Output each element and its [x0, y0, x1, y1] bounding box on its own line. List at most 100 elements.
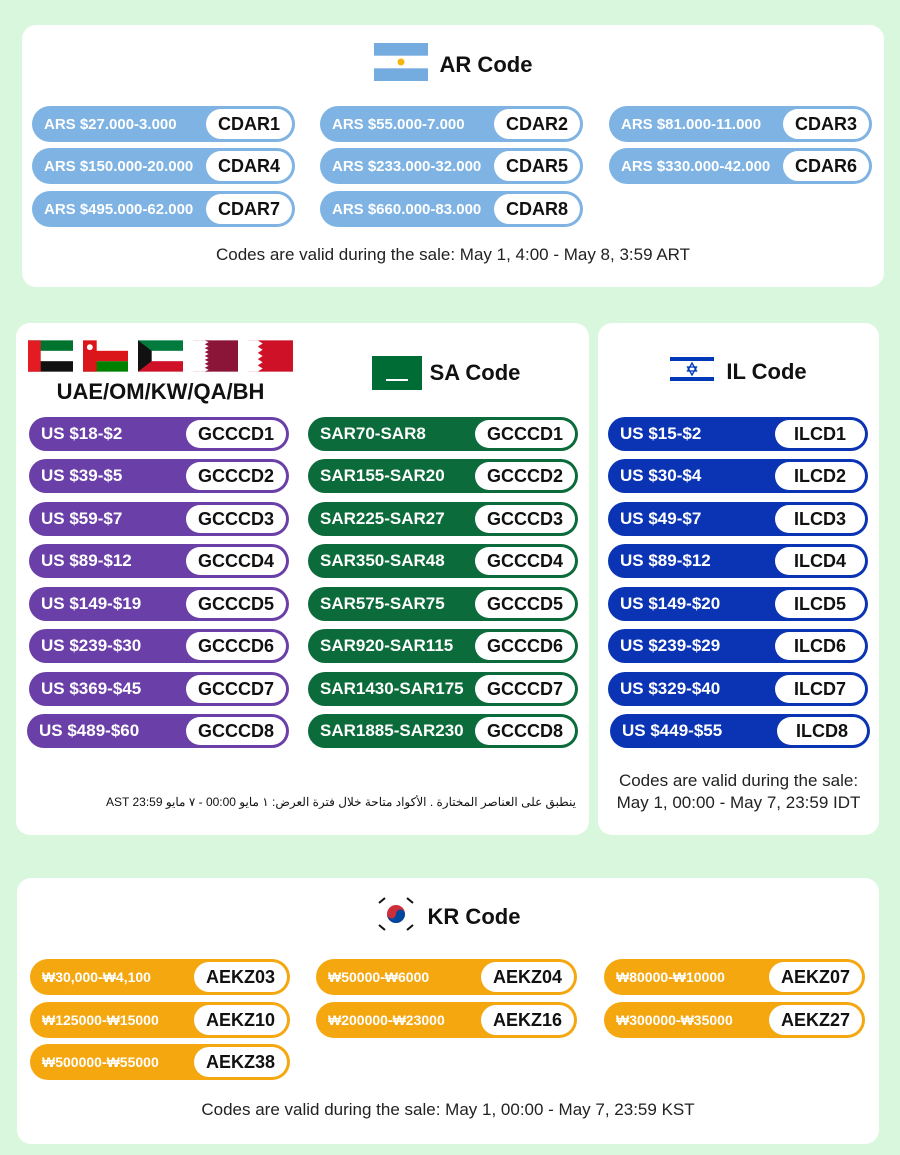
kr-code[interactable]: AEKZ03 [193, 962, 287, 992]
ar-code[interactable]: CDAR5 [493, 151, 580, 181]
gcc-range: US $369-$45 [41, 679, 142, 698]
sa-code-pill[interactable]: SAR575-SAR75 GCCCD5 [308, 587, 578, 621]
gcc-code-pill[interactable]: US $18-$2 GCCCD1 [29, 417, 289, 451]
il-code-pill[interactable]: US $239-$29 ILCD6 [608, 629, 868, 663]
ar-code[interactable]: CDAR4 [205, 151, 292, 181]
argentina-flag-icon [373, 43, 428, 87]
sa-code-pill[interactable]: SAR350-SAR48 GCCCD4 [308, 544, 578, 578]
sa-code-pill[interactable]: SAR920-SAR115 GCCCD6 [308, 629, 578, 663]
sa-code-pill[interactable]: SAR1885-SAR230 GCCCD8 [308, 714, 578, 748]
kr-code-pill[interactable]: ₩80000-₩10000 AEKZ07 [604, 959, 865, 995]
gcc-code[interactable]: GCCCD2 [185, 462, 286, 490]
kr-code-pill[interactable]: ₩500000-₩55000 AEKZ38 [30, 1044, 290, 1080]
sa-code[interactable]: GCCCD7 [474, 675, 575, 703]
il-code[interactable]: ILCD2 [775, 462, 865, 490]
sa-code[interactable]: GCCCD5 [474, 590, 575, 618]
korea-flag-icon [376, 895, 416, 939]
gcc-code-pill[interactable]: US $369-$45 GCCCD7 [29, 672, 289, 706]
ar-range: ARS $660.000-83.000 [332, 200, 482, 218]
gcc-code-pill[interactable]: US $89-$12 GCCCD4 [29, 544, 289, 578]
ar-code-pill[interactable]: ARS $81.000-11.000 CDAR3 [609, 106, 872, 142]
sa-code-pill[interactable]: SAR225-SAR27 GCCCD3 [308, 502, 578, 536]
il-code[interactable]: ILCD6 [775, 632, 865, 660]
il-code-pill[interactable]: US $89-$12 ILCD4 [608, 544, 868, 578]
sa-range: SAR350-SAR48 [320, 551, 445, 570]
kr-range: ₩80000-₩10000 [616, 969, 725, 985]
sa-code[interactable]: GCCCD6 [474, 632, 575, 660]
kr-code-pill[interactable]: ₩300000-₩35000 AEKZ27 [604, 1002, 865, 1038]
kr-code[interactable]: AEKZ16 [480, 1005, 574, 1035]
kr-code[interactable]: AEKZ27 [768, 1005, 862, 1035]
ar-code-pill[interactable]: ARS $55.000-7.000 CDAR2 [320, 106, 583, 142]
ar-code[interactable]: CDAR1 [205, 109, 292, 139]
ar-code-pill[interactable]: ARS $660.000-83.000 CDAR8 [320, 191, 583, 227]
ar-code-pill[interactable]: ARS $330.000-42.000 CDAR6 [609, 148, 872, 184]
qatar-flag-icon [193, 340, 238, 372]
il-range: US $149-$20 [620, 594, 721, 613]
sa-code[interactable]: GCCCD1 [474, 420, 575, 448]
ar-code[interactable]: CDAR8 [493, 194, 580, 224]
il-code-pill[interactable]: US $49-$7 ILCD3 [608, 502, 868, 536]
ar-code[interactable]: CDAR7 [205, 194, 292, 224]
il-code-pill[interactable]: US $30-$4 ILCD2 [608, 459, 868, 493]
kr-code[interactable]: AEKZ38 [193, 1047, 287, 1077]
il-range: US $89-$12 [620, 551, 711, 570]
gcc-code[interactable]: GCCCD4 [185, 547, 286, 575]
ar-code[interactable]: CDAR6 [782, 151, 869, 181]
gcc-code-pill[interactable]: US $489-$60 GCCCD8 [27, 714, 289, 748]
bahrain-flag-icon [248, 340, 293, 372]
gcc-range: US $89-$12 [41, 551, 132, 570]
il-code-pill[interactable]: US $329-$40 ILCD7 [608, 672, 868, 706]
il-code[interactable]: ILCD5 [775, 590, 865, 618]
gcc-code-pill[interactable]: US $39-$5 GCCCD2 [29, 459, 289, 493]
sa-code-pill[interactable]: SAR155-SAR20 GCCCD2 [308, 459, 578, 493]
gcc-code[interactable]: GCCCD6 [185, 632, 286, 660]
kr-code[interactable]: AEKZ04 [480, 962, 574, 992]
il-title: IL Code [598, 353, 879, 388]
kr-code[interactable]: AEKZ10 [193, 1005, 287, 1035]
il-range: US $449-$55 [622, 721, 723, 740]
il-code-card: IL Code US $15-$2 ILCD1 US $30-$4 ILCD2 … [598, 323, 879, 835]
kr-code-pill[interactable]: ₩125000-₩15000 AEKZ10 [30, 1002, 290, 1038]
sa-code-pill[interactable]: SAR1430-SAR175 GCCCD7 [308, 672, 578, 706]
gcc-code-pill[interactable]: US $239-$30 GCCCD6 [29, 629, 289, 663]
sa-code[interactable]: GCCCD4 [474, 547, 575, 575]
kr-code-pill[interactable]: ₩30,000-₩4,100 AEKZ03 [30, 959, 290, 995]
gcc-code[interactable]: GCCCD7 [185, 675, 286, 703]
ar-code-pill[interactable]: ARS $233.000-32.000 CDAR5 [320, 148, 583, 184]
il-code-pill[interactable]: US $449-$55 ILCD8 [610, 714, 870, 748]
gcc-range: US $239-$30 [41, 636, 142, 655]
gcc-code[interactable]: GCCCD3 [185, 505, 286, 533]
sa-title-text: SA Code [429, 360, 521, 385]
kr-range: ₩50000-₩6000 [328, 969, 430, 985]
gcc-code-pill[interactable]: US $149-$19 GCCCD5 [29, 587, 289, 621]
kr-range: ₩300000-₩35000 [616, 1012, 733, 1028]
il-range: US $49-$7 [620, 509, 702, 528]
ar-code-pill[interactable]: ARS $27.000-3.000 CDAR1 [32, 106, 295, 142]
kr-code-pill[interactable]: ₩50000-₩6000 AEKZ04 [316, 959, 577, 995]
il-code-pill[interactable]: US $149-$20 ILCD5 [608, 587, 868, 621]
sa-code[interactable]: GCCCD2 [474, 462, 575, 490]
ar-code[interactable]: CDAR3 [782, 109, 869, 139]
gcc-code[interactable]: GCCCD8 [185, 717, 286, 745]
gcc-code-pill[interactable]: US $59-$7 GCCCD3 [29, 502, 289, 536]
kr-code[interactable]: AEKZ07 [768, 962, 862, 992]
il-code-pill[interactable]: US $15-$2 ILCD1 [608, 417, 868, 451]
ar-range: ARS $55.000-7.000 [332, 115, 465, 133]
il-code[interactable]: ILCD4 [775, 547, 865, 575]
il-code[interactable]: ILCD8 [777, 717, 867, 745]
ar-code-pill[interactable]: ARS $150.000-20.000 CDAR4 [32, 148, 295, 184]
gcc-code[interactable]: GCCCD5 [185, 590, 286, 618]
ar-code[interactable]: CDAR2 [493, 109, 580, 139]
ar-code-pill[interactable]: ARS $495.000-62.000 CDAR7 [32, 191, 295, 227]
gcc-code[interactable]: GCCCD1 [185, 420, 286, 448]
sa-code-pill[interactable]: SAR70-SAR8 GCCCD1 [308, 417, 578, 451]
sa-code[interactable]: GCCCD3 [474, 505, 575, 533]
il-code[interactable]: ILCD3 [775, 505, 865, 533]
kr-code-pill[interactable]: ₩200000-₩23000 AEKZ16 [316, 1002, 577, 1038]
il-code[interactable]: ILCD1 [775, 420, 865, 448]
sa-code[interactable]: GCCCD8 [474, 717, 575, 745]
ar-title: AR Code [22, 43, 884, 83]
ar-range: ARS $150.000-20.000 [44, 157, 194, 175]
il-code[interactable]: ILCD7 [775, 675, 865, 703]
